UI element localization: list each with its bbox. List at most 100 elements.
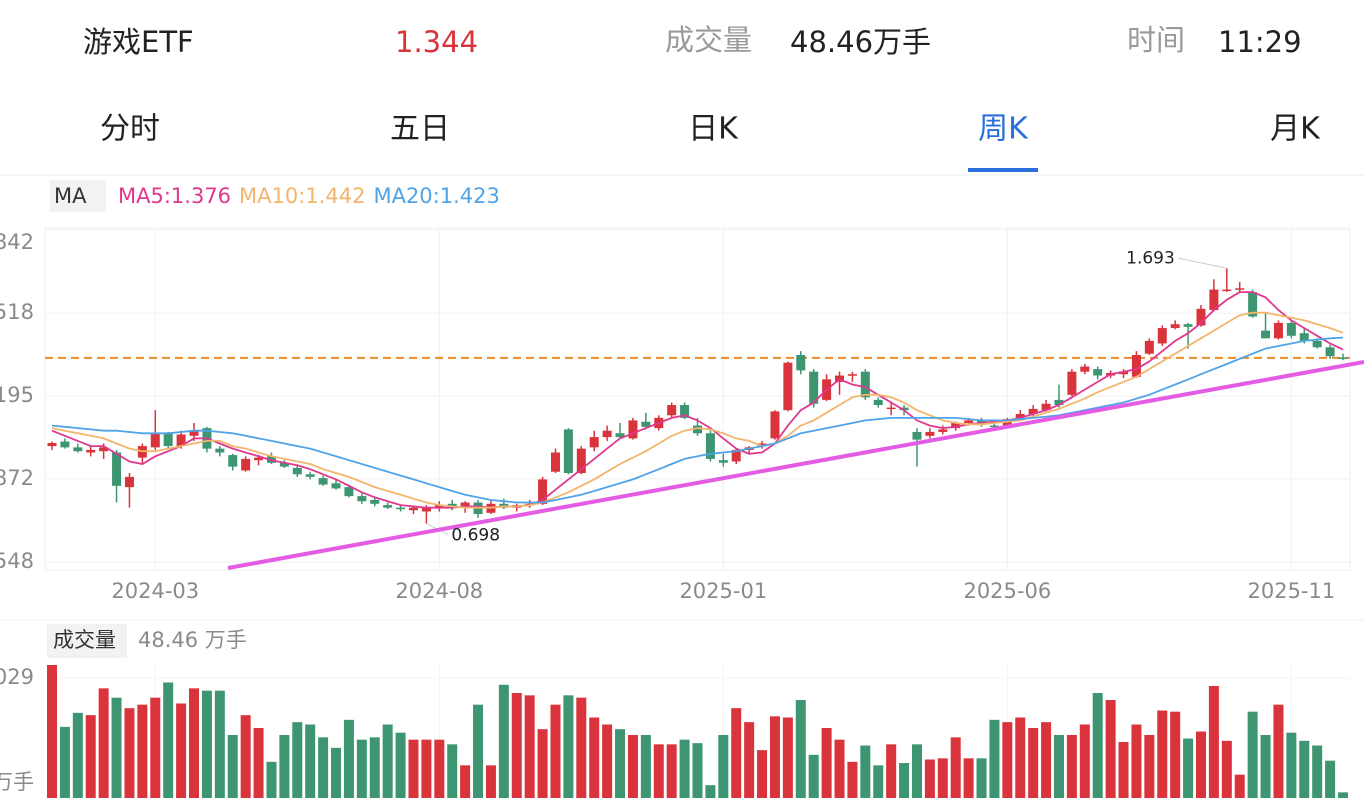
volume-bar (1041, 722, 1052, 798)
y-tick-label: 0.872 (0, 466, 34, 490)
volume-bar (834, 739, 845, 798)
volume-bar (356, 739, 367, 798)
volume-bar (1299, 740, 1310, 798)
plot (45, 257, 1350, 798)
volume-bar (976, 758, 987, 798)
volume-bar (1195, 731, 1206, 798)
volume-bar (757, 750, 768, 798)
candle-body (1222, 289, 1232, 292)
candle-body (357, 496, 367, 502)
candle-body (460, 502, 470, 507)
ma-title: MA (54, 184, 87, 208)
volume-bar (640, 735, 651, 798)
candle-body (680, 405, 690, 418)
volume-bar (989, 719, 1000, 798)
volume-bar (1286, 732, 1297, 798)
candle-body (951, 422, 961, 429)
volume-bar (1260, 735, 1271, 798)
candle-body (408, 507, 418, 511)
candle-body (1312, 340, 1322, 348)
volume-bar (911, 744, 922, 798)
ma-line (51, 311, 1344, 509)
volume-bar (589, 717, 600, 798)
fund-name: 游戏ETF (83, 25, 194, 59)
candle-body (1144, 340, 1154, 354)
x-tick-label: 2024-08 (395, 579, 483, 603)
volume: 48.46万手 (790, 25, 931, 59)
leader-line (1178, 257, 1227, 269)
volume-bar (1247, 711, 1258, 798)
volume-bar (292, 722, 303, 798)
volume-bar (369, 737, 380, 798)
candle-body (538, 479, 548, 504)
volume-bar (1325, 760, 1336, 798)
volume-bar (731, 708, 742, 798)
volume-bar (72, 712, 83, 798)
volume-bar (524, 695, 535, 798)
volume-bar (744, 722, 755, 798)
candle-body (47, 443, 57, 447)
volume-bar (331, 747, 342, 798)
volume-bar (47, 665, 57, 798)
candle-body (1067, 371, 1077, 395)
candle-body (550, 452, 560, 472)
volume-bar (1273, 704, 1284, 798)
candle-body (228, 455, 238, 467)
tab[interactable]: 五日 (390, 112, 450, 147)
volume-bar (59, 726, 70, 798)
candle-body (1157, 328, 1167, 344)
candle-body (215, 448, 225, 453)
candle-body (731, 449, 741, 462)
volume-panel-title: 成交量 (53, 628, 116, 652)
volume-bar (782, 717, 793, 798)
volume-bar (1066, 735, 1077, 798)
volume-bar (1105, 700, 1116, 798)
candle-body (1261, 330, 1271, 339)
volume-bar (1144, 735, 1155, 798)
candle-body (667, 405, 677, 416)
candle-body (60, 441, 70, 448)
candle-body (1170, 324, 1180, 329)
volume-bar (718, 735, 729, 798)
volume-bar (1221, 740, 1232, 798)
volume-bar (382, 724, 393, 798)
x-tick-label: 2025-06 (963, 579, 1051, 603)
volume-bar (447, 744, 458, 798)
y-tick-label: 1029 (0, 665, 34, 689)
candle-body (989, 425, 999, 428)
candle-body (163, 433, 173, 447)
volume-bar (537, 729, 548, 798)
volume-bar (769, 716, 780, 798)
candle-body (757, 443, 767, 447)
candle-body (1183, 324, 1193, 327)
tab[interactable]: 月K (1270, 112, 1321, 147)
candle-body (331, 483, 341, 489)
tab[interactable]: 分时 (100, 112, 160, 147)
volume-bar (395, 732, 406, 798)
candle-body (1196, 308, 1206, 326)
candle-body (796, 354, 806, 371)
candle-body (292, 467, 302, 475)
volume-panel-subtitle: 48.46 万手 (138, 628, 247, 652)
volume-bar (408, 739, 419, 798)
candle-body (318, 478, 328, 485)
y-tick-label: 1.195 (0, 383, 34, 407)
volume-bar (692, 743, 703, 798)
tab[interactable]: 日K (688, 112, 739, 147)
time: 11:29 (1218, 25, 1302, 59)
candle-body (383, 505, 393, 508)
time-title: 时间 (1127, 23, 1185, 57)
candle-body (938, 429, 948, 432)
candle-body (563, 429, 573, 474)
volume-bar (266, 761, 277, 798)
candle-body (305, 474, 315, 477)
candle-body (1299, 333, 1309, 341)
candle-body (1131, 354, 1141, 377)
volume-bar (1170, 711, 1181, 798)
volume-bar (627, 735, 638, 798)
candle-body (602, 430, 612, 438)
volume-bar (511, 693, 522, 798)
legend-entry: MA20:1.423 (373, 184, 499, 208)
candle-body (873, 399, 883, 406)
tab[interactable]: 周K (978, 112, 1029, 147)
